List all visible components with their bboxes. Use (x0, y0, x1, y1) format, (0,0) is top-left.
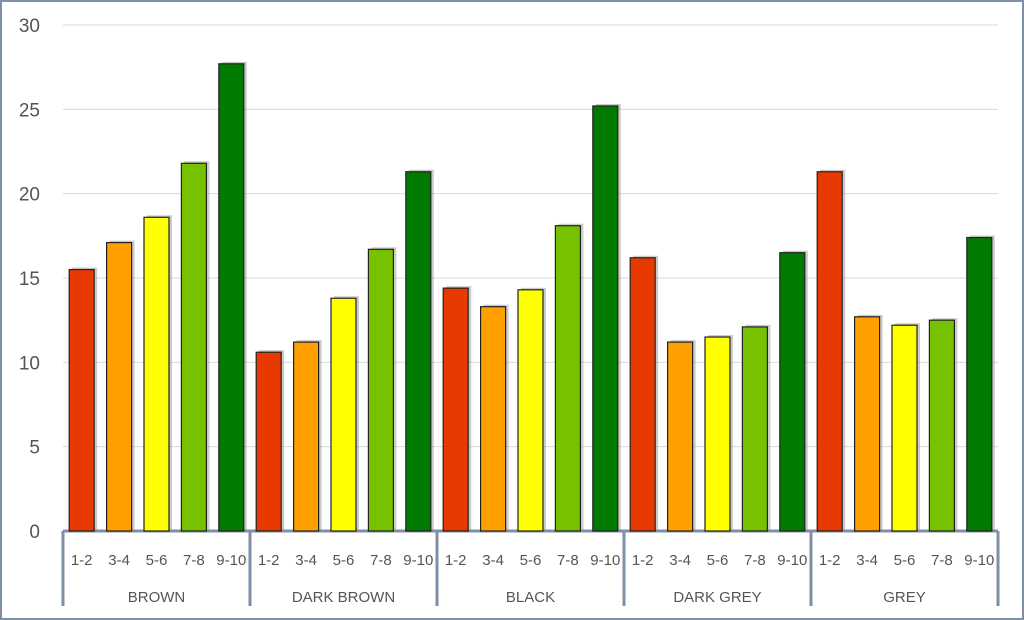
bar (105, 241, 133, 532)
x-category-label: 7-8 (931, 552, 953, 569)
x-category-label: 9-10 (403, 552, 433, 569)
x-category-label: 5-6 (894, 552, 916, 569)
x-category-label: 5-6 (146, 552, 168, 569)
x-category-label: 9-10 (777, 552, 807, 569)
x-category-label: 7-8 (557, 552, 579, 569)
bar (666, 341, 694, 532)
x-category-label: 5-6 (520, 552, 542, 569)
x-category-label: 3-4 (295, 552, 317, 569)
y-tick-label: 30 (19, 16, 40, 37)
y-tick-label: 10 (19, 353, 40, 374)
x-category-label: 7-8 (744, 552, 766, 569)
bar (293, 341, 320, 532)
x-category-label: 1-2 (632, 552, 654, 569)
x-category-label: 3-4 (108, 552, 130, 569)
y-tick-label: 20 (19, 185, 40, 206)
bar (517, 289, 544, 532)
bar (68, 268, 95, 532)
x-category-label: 9-10 (964, 552, 994, 569)
bar (143, 216, 170, 532)
x-category-label: 9-10 (590, 552, 620, 569)
x-category-label: 1-2 (258, 552, 280, 569)
bar (480, 306, 507, 532)
bar (180, 162, 207, 532)
x-category-label: 7-8 (370, 552, 392, 569)
x-category-label: 5-6 (333, 552, 355, 569)
bar (853, 316, 881, 532)
bar (966, 236, 993, 532)
bar (779, 252, 806, 532)
bar (330, 297, 357, 532)
bar (554, 225, 582, 532)
x-category-label: 3-4 (482, 552, 504, 569)
bar (442, 287, 469, 532)
bar (405, 171, 432, 532)
bar (741, 326, 769, 532)
bar (928, 319, 956, 532)
x-group-label: DARK GREY (673, 589, 761, 606)
x-category-label: 1-2 (71, 552, 93, 569)
x-group-label: BLACK (506, 589, 555, 606)
x-group-label: BROWN (128, 589, 186, 606)
x-category-label: 1-2 (819, 552, 841, 569)
y-tick-label: 5 (29, 438, 40, 459)
x-category-label: 3-4 (669, 552, 691, 569)
bar (891, 324, 918, 532)
x-category-label: 1-2 (445, 552, 467, 569)
x-category-label: 7-8 (183, 552, 205, 569)
bar (704, 336, 731, 532)
x-category-label: 3-4 (856, 552, 878, 569)
y-tick-label: 15 (19, 269, 40, 290)
bar (367, 248, 394, 532)
x-category-label: 9-10 (216, 552, 246, 569)
x-group-label: GREY (883, 589, 926, 606)
y-tick-label: 0 (29, 522, 40, 543)
x-category-label: 5-6 (707, 552, 729, 569)
y-tick-label: 25 (19, 100, 40, 121)
bar (255, 351, 282, 532)
bar (629, 257, 656, 532)
bar (218, 63, 245, 532)
bar (816, 171, 843, 532)
x-group-label: DARK BROWN (292, 589, 395, 606)
bar (592, 105, 619, 532)
